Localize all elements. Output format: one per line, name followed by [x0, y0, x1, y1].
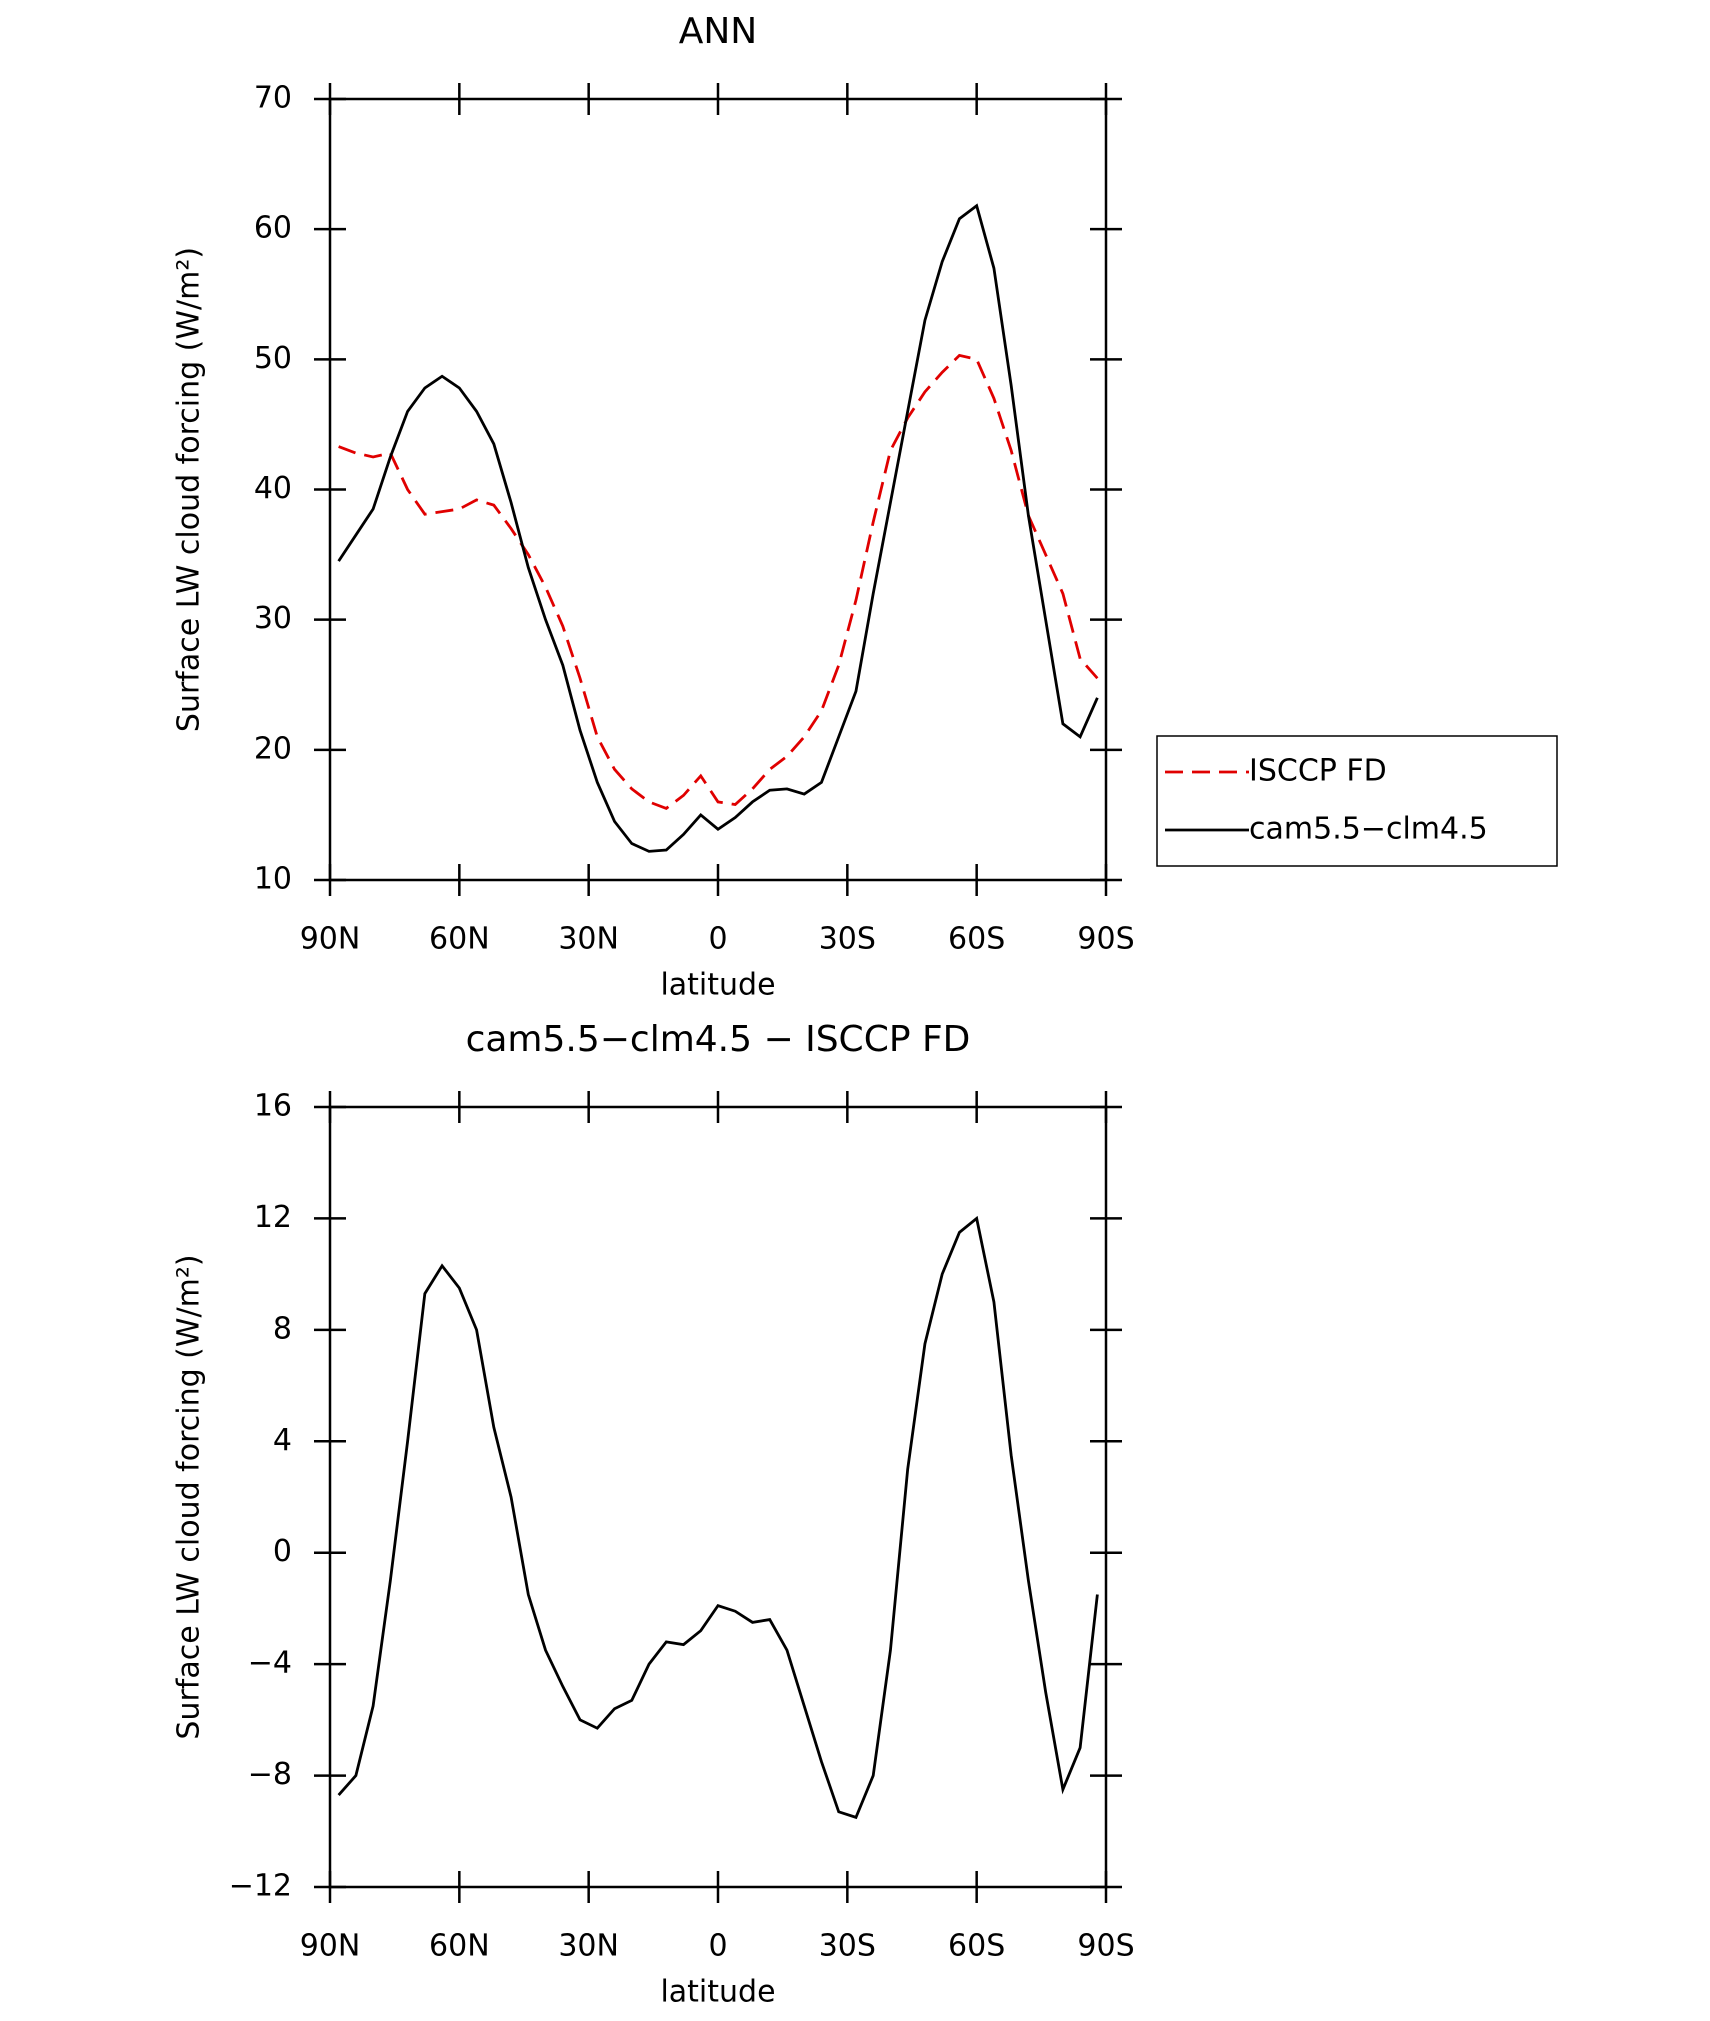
series-line — [337, 203, 1099, 853]
y-tick-label: −8 — [248, 1757, 292, 1792]
y-tick-label: 40 — [254, 471, 292, 506]
chart-title: cam5.5−clm4.5 − ISCCP FD — [466, 1019, 971, 1060]
series-line — [337, 1215, 1099, 1820]
x-tick-label: 30S — [819, 1929, 876, 1964]
x-tick-label: 0 — [708, 1929, 727, 1964]
x-tick-label: 60N — [429, 1929, 490, 1964]
x-tick-label: 30S — [819, 922, 876, 957]
plot-frame — [328, 97, 1108, 882]
y-tick-label: −12 — [229, 1869, 292, 1904]
legend-box — [1156, 735, 1558, 867]
x-axis-label: latitude — [660, 968, 775, 1003]
y-tick-label: 8 — [273, 1311, 292, 1346]
y-tick-label: 50 — [254, 341, 292, 376]
y-axis-label: Surface LW cloud forcing (W/m²) — [172, 1254, 207, 1739]
x-tick-label: 30N — [558, 1929, 619, 1964]
x-axis-label: latitude — [660, 1975, 775, 2010]
x-tick-label: 90S — [1077, 922, 1134, 957]
legend-label: cam5.5−clm4.5 — [1249, 812, 1488, 847]
x-tick-label: 60S — [948, 922, 1005, 957]
x-tick-label: 60N — [429, 922, 490, 957]
y-tick-label: 20 — [254, 731, 292, 766]
legend-label: ISCCP FD — [1249, 754, 1387, 789]
y-tick-label: 0 — [273, 1534, 292, 1569]
x-tick-label: 60S — [948, 1929, 1005, 1964]
x-tick-label: 90N — [300, 1929, 361, 1964]
series-line — [338, 353, 1099, 810]
x-tick-label: 90S — [1077, 1929, 1134, 1964]
y-axis-label: Surface LW cloud forcing (W/m²) — [172, 247, 207, 732]
y-tick-label: 60 — [254, 211, 292, 246]
x-tick-label: 90N — [300, 922, 361, 957]
y-tick-label: 16 — [254, 1089, 292, 1124]
y-tick-label: 10 — [254, 862, 292, 897]
x-tick-label: 0 — [708, 922, 727, 957]
y-tick-label: −4 — [248, 1646, 292, 1681]
y-tick-label: 12 — [254, 1200, 292, 1235]
y-tick-label: 30 — [254, 601, 292, 636]
x-tick-label: 30N — [558, 922, 619, 957]
plot-frame — [328, 1105, 1108, 1889]
y-tick-label: 4 — [273, 1423, 292, 1458]
chart-title: ANN — [679, 11, 758, 52]
y-tick-label: 70 — [254, 81, 292, 116]
